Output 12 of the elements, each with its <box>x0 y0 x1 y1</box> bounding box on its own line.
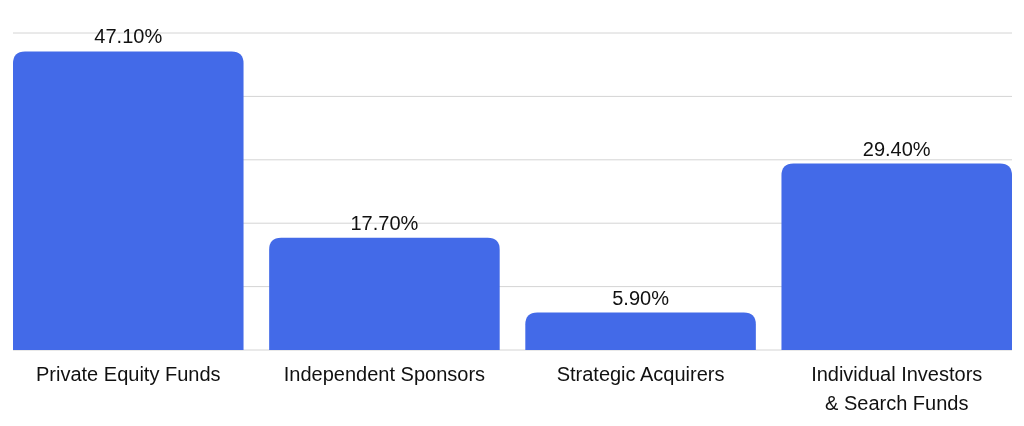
bar <box>13 51 244 350</box>
data-label: 29.40% <box>862 137 931 160</box>
bar <box>269 237 500 350</box>
x-tick-label: Individual Investors & Search Funds <box>811 363 983 414</box>
data-label: 5.90% <box>612 286 670 309</box>
data-label: 17.70% <box>350 211 419 234</box>
x-tick-label: Strategic Acquirers <box>556 363 725 385</box>
x-tick-label: Independent Sponsors <box>283 363 486 385</box>
bar <box>525 312 756 350</box>
x-tick-label: Private Equity Funds <box>36 363 221 385</box>
bar <box>781 163 1012 350</box>
data-label: 47.10% <box>94 25 163 48</box>
